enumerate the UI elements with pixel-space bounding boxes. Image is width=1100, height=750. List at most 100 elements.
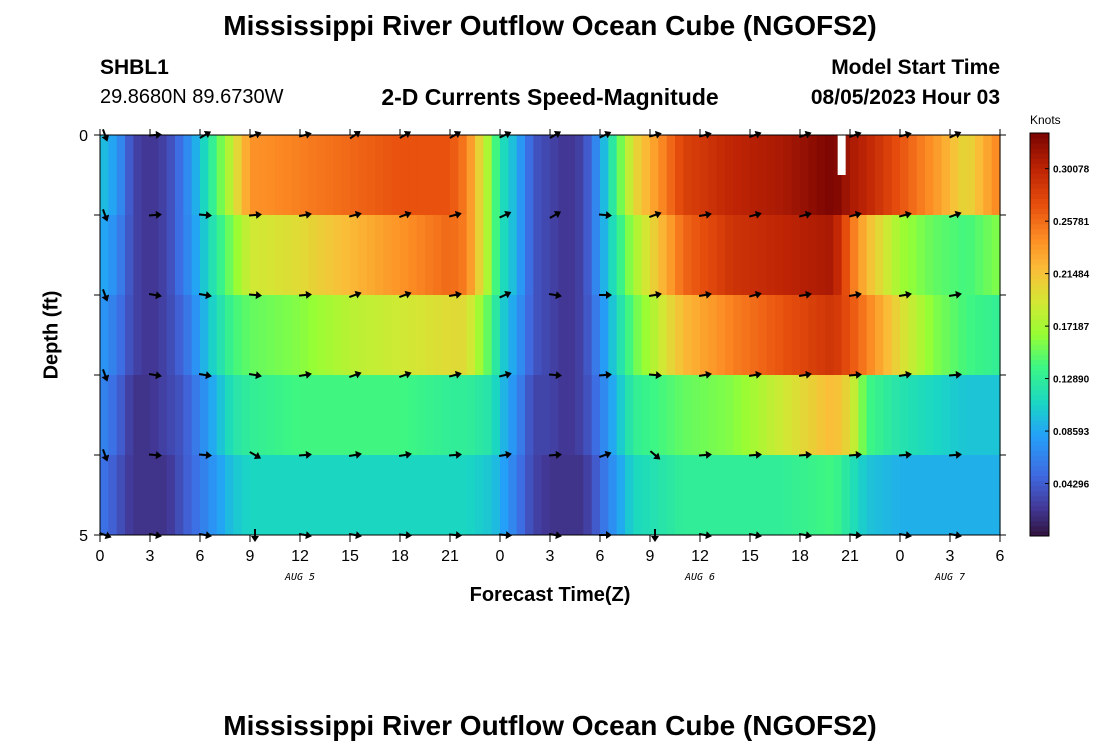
colorbar-segment <box>1030 334 1049 341</box>
heatmap-cell <box>658 455 668 536</box>
heatmap-cell <box>391 135 401 216</box>
heatmap-cell <box>400 135 409 216</box>
heatmap-cell <box>183 135 193 216</box>
heatmap-cell <box>541 455 551 536</box>
current-arrowhead <box>354 370 362 379</box>
current-arrow <box>798 290 812 299</box>
current-arrowhead <box>805 290 812 299</box>
heatmap-cell <box>216 375 226 456</box>
current-arrow <box>698 210 712 219</box>
colorbar-segment <box>1030 148 1049 154</box>
current-arrow <box>198 451 212 460</box>
heatmap-cell <box>458 135 468 216</box>
heatmap-cell <box>125 135 134 216</box>
current-arrow <box>949 210 962 219</box>
current-arrow <box>748 210 762 219</box>
heatmap-cell <box>575 455 584 536</box>
current-arrowhead <box>854 210 862 219</box>
current-arrow <box>598 370 612 379</box>
heatmap-cell <box>666 295 676 376</box>
heatmap-cell <box>341 455 351 536</box>
heatmap-cell <box>950 215 959 296</box>
colorbar-segment <box>1030 425 1049 431</box>
heatmap-cell <box>266 135 276 216</box>
current-arrow <box>548 450 562 459</box>
current-arrow <box>648 290 662 299</box>
heatmap-cell <box>458 455 468 536</box>
heatmap-cell <box>591 295 601 376</box>
current-arrow <box>798 370 812 379</box>
x-tick-label: 0 <box>896 548 905 565</box>
heatmap-cell <box>400 295 409 376</box>
colorbar-segment <box>1030 405 1049 411</box>
current-arrowhead <box>855 370 862 379</box>
heatmap-cell <box>708 375 718 456</box>
heatmap-cell <box>150 135 159 216</box>
heatmap-cell <box>550 455 559 536</box>
colorbar-segment <box>1030 435 1049 441</box>
heatmap-cell <box>733 135 743 216</box>
heatmap-cell <box>875 215 884 296</box>
heatmap-cell <box>708 295 718 376</box>
current-arrow <box>251 529 259 542</box>
heatmap-cell <box>216 455 226 536</box>
current-arrowhead <box>754 290 762 299</box>
heatmap-cell <box>725 375 734 456</box>
current-arrowhead <box>454 210 462 219</box>
heatmap-cell <box>558 455 568 536</box>
heatmap-cell <box>141 455 151 536</box>
heatmap-cell <box>325 455 334 536</box>
heatmap-cell <box>816 375 826 456</box>
heatmap-cell <box>833 135 843 216</box>
heatmap-cell <box>716 135 726 216</box>
current-arrowhead <box>305 450 312 459</box>
heatmap-cell <box>750 295 759 376</box>
heatmap-cell <box>608 375 618 456</box>
current-arrowhead <box>555 291 562 300</box>
heatmap-cell <box>800 295 809 376</box>
heatmap-cell <box>933 295 943 376</box>
station-coordinates: 29.8680N 89.6730W <box>100 86 284 108</box>
heatmap-cell <box>491 215 501 296</box>
heatmap-cell <box>908 455 918 536</box>
heatmap-cell <box>583 455 593 536</box>
heatmap-cell <box>550 375 559 456</box>
colorbar-segment <box>1030 193 1049 199</box>
heatmap-cell <box>591 455 601 536</box>
current-arrow <box>349 370 362 379</box>
current-arrowhead <box>205 291 212 300</box>
colorbar-tick-label: 0.04296 <box>1053 480 1090 491</box>
heatmap-cell <box>208 375 218 456</box>
heatmap-cell <box>575 215 584 296</box>
heatmap-cell <box>733 215 743 296</box>
colorbar-segment <box>1030 158 1049 164</box>
heatmap-cell <box>616 215 626 296</box>
heatmap-cell <box>358 455 368 536</box>
colorbar-segment <box>1030 284 1049 290</box>
heatmap-cell <box>283 215 293 296</box>
heatmap-cell <box>250 215 259 296</box>
colorbar-segment <box>1030 208 1049 215</box>
current-arrowhead <box>555 450 562 459</box>
current-arrow <box>101 449 110 462</box>
heatmap-cell <box>100 295 109 376</box>
heatmap-cell <box>666 135 676 216</box>
heatmap-cell <box>908 375 918 456</box>
heatmap-cell <box>933 215 943 296</box>
heatmap-cell <box>900 215 909 296</box>
heatmap-cell <box>300 295 309 376</box>
current-arrow <box>248 291 262 300</box>
heatmap-cell <box>333 295 343 376</box>
heatmap-cell <box>291 455 301 536</box>
heatmap-cell <box>600 375 609 456</box>
heatmap-cell <box>933 375 943 456</box>
heatmap-cell <box>208 295 218 376</box>
heatmap-cell <box>608 135 618 216</box>
colorbar: 0.30078 0.25781 0.21484 0.17187 0.12890 0.085… <box>1029 132 1090 537</box>
heatmap-cell <box>241 295 251 376</box>
heatmap-cell <box>908 295 918 376</box>
heatmap-cell <box>625 215 634 296</box>
heatmap-cell <box>591 375 601 456</box>
heatmap-cell <box>741 215 751 296</box>
colorbar-segment <box>1030 138 1049 144</box>
